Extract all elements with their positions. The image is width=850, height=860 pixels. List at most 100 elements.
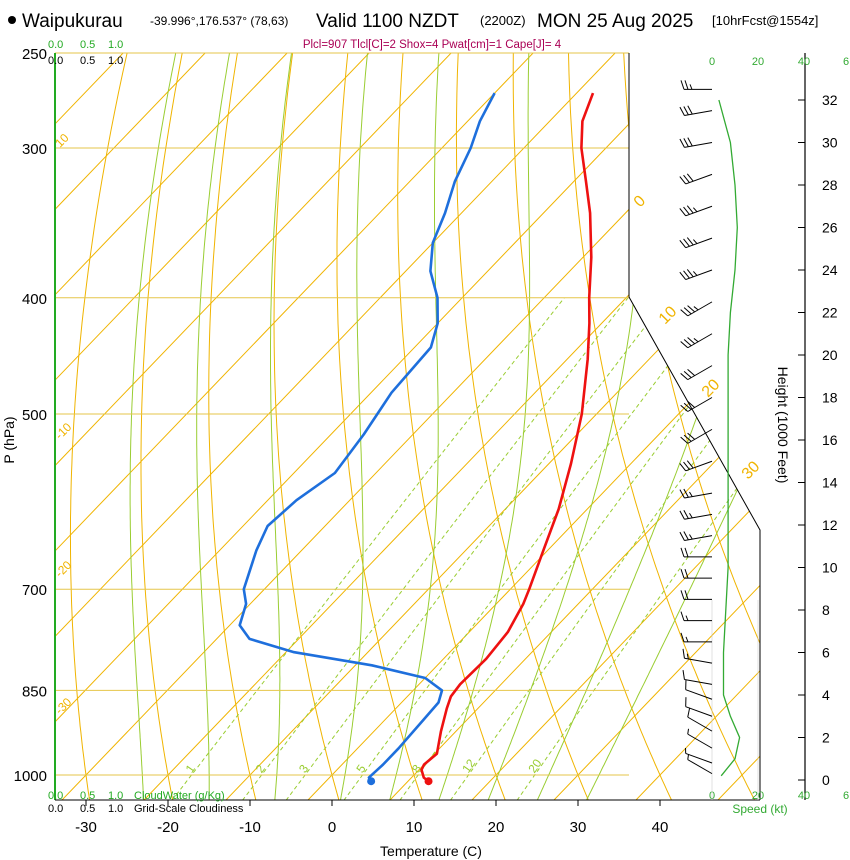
height-tick-2: 2	[822, 730, 830, 746]
cloud-tick-bot-0: 0.0	[48, 803, 63, 815]
isotherm-line	[55, 53, 472, 800]
wind-barb	[680, 632, 712, 643]
mixing-ratio-line	[343, 297, 720, 800]
height-tick-24: 24	[822, 262, 838, 278]
speed-axis-title: Speed (kt)	[732, 802, 787, 816]
temp-tick-40: 40	[652, 819, 669, 836]
mixing-ratio-label-5: 5	[353, 762, 368, 776]
height-tick-16: 16	[822, 432, 838, 448]
isotherm-label: 10	[656, 303, 681, 328]
cw-tick-top-2: 1.0	[108, 39, 123, 51]
wind-barb	[680, 301, 713, 317]
height-tick-4: 4	[822, 687, 830, 703]
height-tick-28: 28	[822, 177, 838, 193]
wind-barb	[679, 137, 713, 148]
height-tick-6: 6	[822, 645, 830, 661]
wind-panel-border	[628, 53, 761, 800]
wind-barb	[680, 365, 713, 381]
mixing-ratio-line	[171, 297, 565, 800]
height-tick-14: 14	[822, 475, 838, 491]
height-tick-32: 32	[822, 92, 838, 108]
dewpoint-profile	[238, 92, 496, 782]
cloudwater-label: CloudWater (g/Kg)	[134, 790, 225, 802]
isotherm-label: 20	[699, 376, 724, 401]
mixing-ratio-label-20: 20	[525, 756, 544, 775]
dry-adiabat-line	[397, 53, 506, 800]
pressure-tick-850: 850	[22, 683, 47, 700]
mixing-ratio-line	[516, 297, 760, 800]
isotherm-line	[55, 53, 554, 800]
pressure-tick-700: 700	[22, 582, 47, 599]
mixing-ratio-line	[285, 297, 668, 800]
isotherm-line	[143, 53, 760, 800]
temp-tick--30: -30	[75, 819, 97, 836]
wind-barb	[679, 105, 713, 116]
speed-tick-bot-3: 6	[843, 790, 849, 802]
forecast-date: MON 25 Aug 2025	[537, 11, 693, 32]
wind-barb	[679, 269, 713, 281]
wind-barb	[680, 428, 713, 444]
surface-temp-dot	[424, 777, 433, 786]
wind-barb	[687, 707, 713, 732]
wind-barb	[680, 590, 712, 600]
height-tick-20: 20	[822, 347, 838, 363]
pressure-tick-300: 300	[22, 141, 47, 158]
indices-line: Plcl=907 Tlcl[C]=2 Shox=4 Pwat[cm]=1 Cap…	[303, 39, 562, 51]
wind-barb	[685, 697, 713, 717]
cloud-tick-bot-2: 1.0	[108, 803, 123, 815]
forecast-info: [10hrFcst@1554z]	[712, 13, 818, 28]
temp-tick--10: -10	[239, 819, 261, 836]
wind-barbs	[679, 80, 713, 775]
isotherm-line	[225, 53, 760, 800]
isotherm-line	[635, 53, 760, 800]
wind-barb	[679, 531, 713, 541]
height-tick-8: 8	[822, 602, 830, 618]
temperature-profile	[420, 92, 595, 783]
wind-barb	[680, 80, 712, 90]
cloud-tick-top-0: 0.0	[48, 55, 63, 67]
surface-dewpoint-dot	[367, 777, 376, 786]
cw-tick-bot-0: 0.0	[48, 790, 63, 802]
wind-barb	[680, 611, 712, 622]
moist-adiabat-line	[389, 53, 441, 800]
wind-barb	[679, 460, 713, 472]
moist-adiabat-line	[438, 53, 531, 800]
cloud-tick-top-2: 1.0	[108, 55, 123, 67]
height-tick-0: 0	[822, 772, 830, 788]
wind-barb	[679, 488, 713, 499]
wind-barb	[682, 670, 713, 685]
mixing-ratio-layer	[171, 297, 760, 800]
wind-barb	[687, 728, 713, 749]
temp-tick-20: 20	[488, 819, 505, 836]
moist-adiabat-line	[487, 53, 645, 800]
dry-adiabat-line	[208, 53, 257, 800]
height-tick-30: 30	[822, 135, 838, 151]
wind-barb	[679, 173, 713, 185]
wind-speed-profile	[711, 99, 759, 800]
mixing-ratio-label-12: 12	[459, 756, 478, 775]
speed-tick-top-1: 20	[752, 56, 764, 68]
isotherm-line	[55, 53, 226, 800]
isotherm-label: 30	[739, 458, 764, 483]
isotherm-line	[553, 53, 760, 800]
cw-tick-top-0: 0.0	[48, 39, 63, 51]
pressure-tick-500: 500	[22, 407, 47, 424]
moist-adiabat-line	[536, 53, 760, 800]
wind-barb	[685, 748, 713, 764]
height-tick-10: 10	[822, 560, 838, 576]
dry-adiabat-line	[567, 53, 756, 800]
wind-barb	[680, 547, 712, 558]
dry-adiabat-line	[786, 32, 850, 801]
temp-tick-0: 0	[328, 819, 336, 836]
wind-barb	[679, 205, 713, 217]
cloud-tick-top-1: 0.5	[80, 55, 95, 67]
speed-tick-bot-2: 40	[798, 790, 810, 802]
dry-adiabat-line	[512, 53, 673, 800]
isotherm-line	[55, 53, 636, 800]
height-tick-12: 12	[822, 517, 838, 533]
wind-barb	[679, 509, 713, 520]
mixing-ratio-label-3: 3	[296, 762, 311, 776]
